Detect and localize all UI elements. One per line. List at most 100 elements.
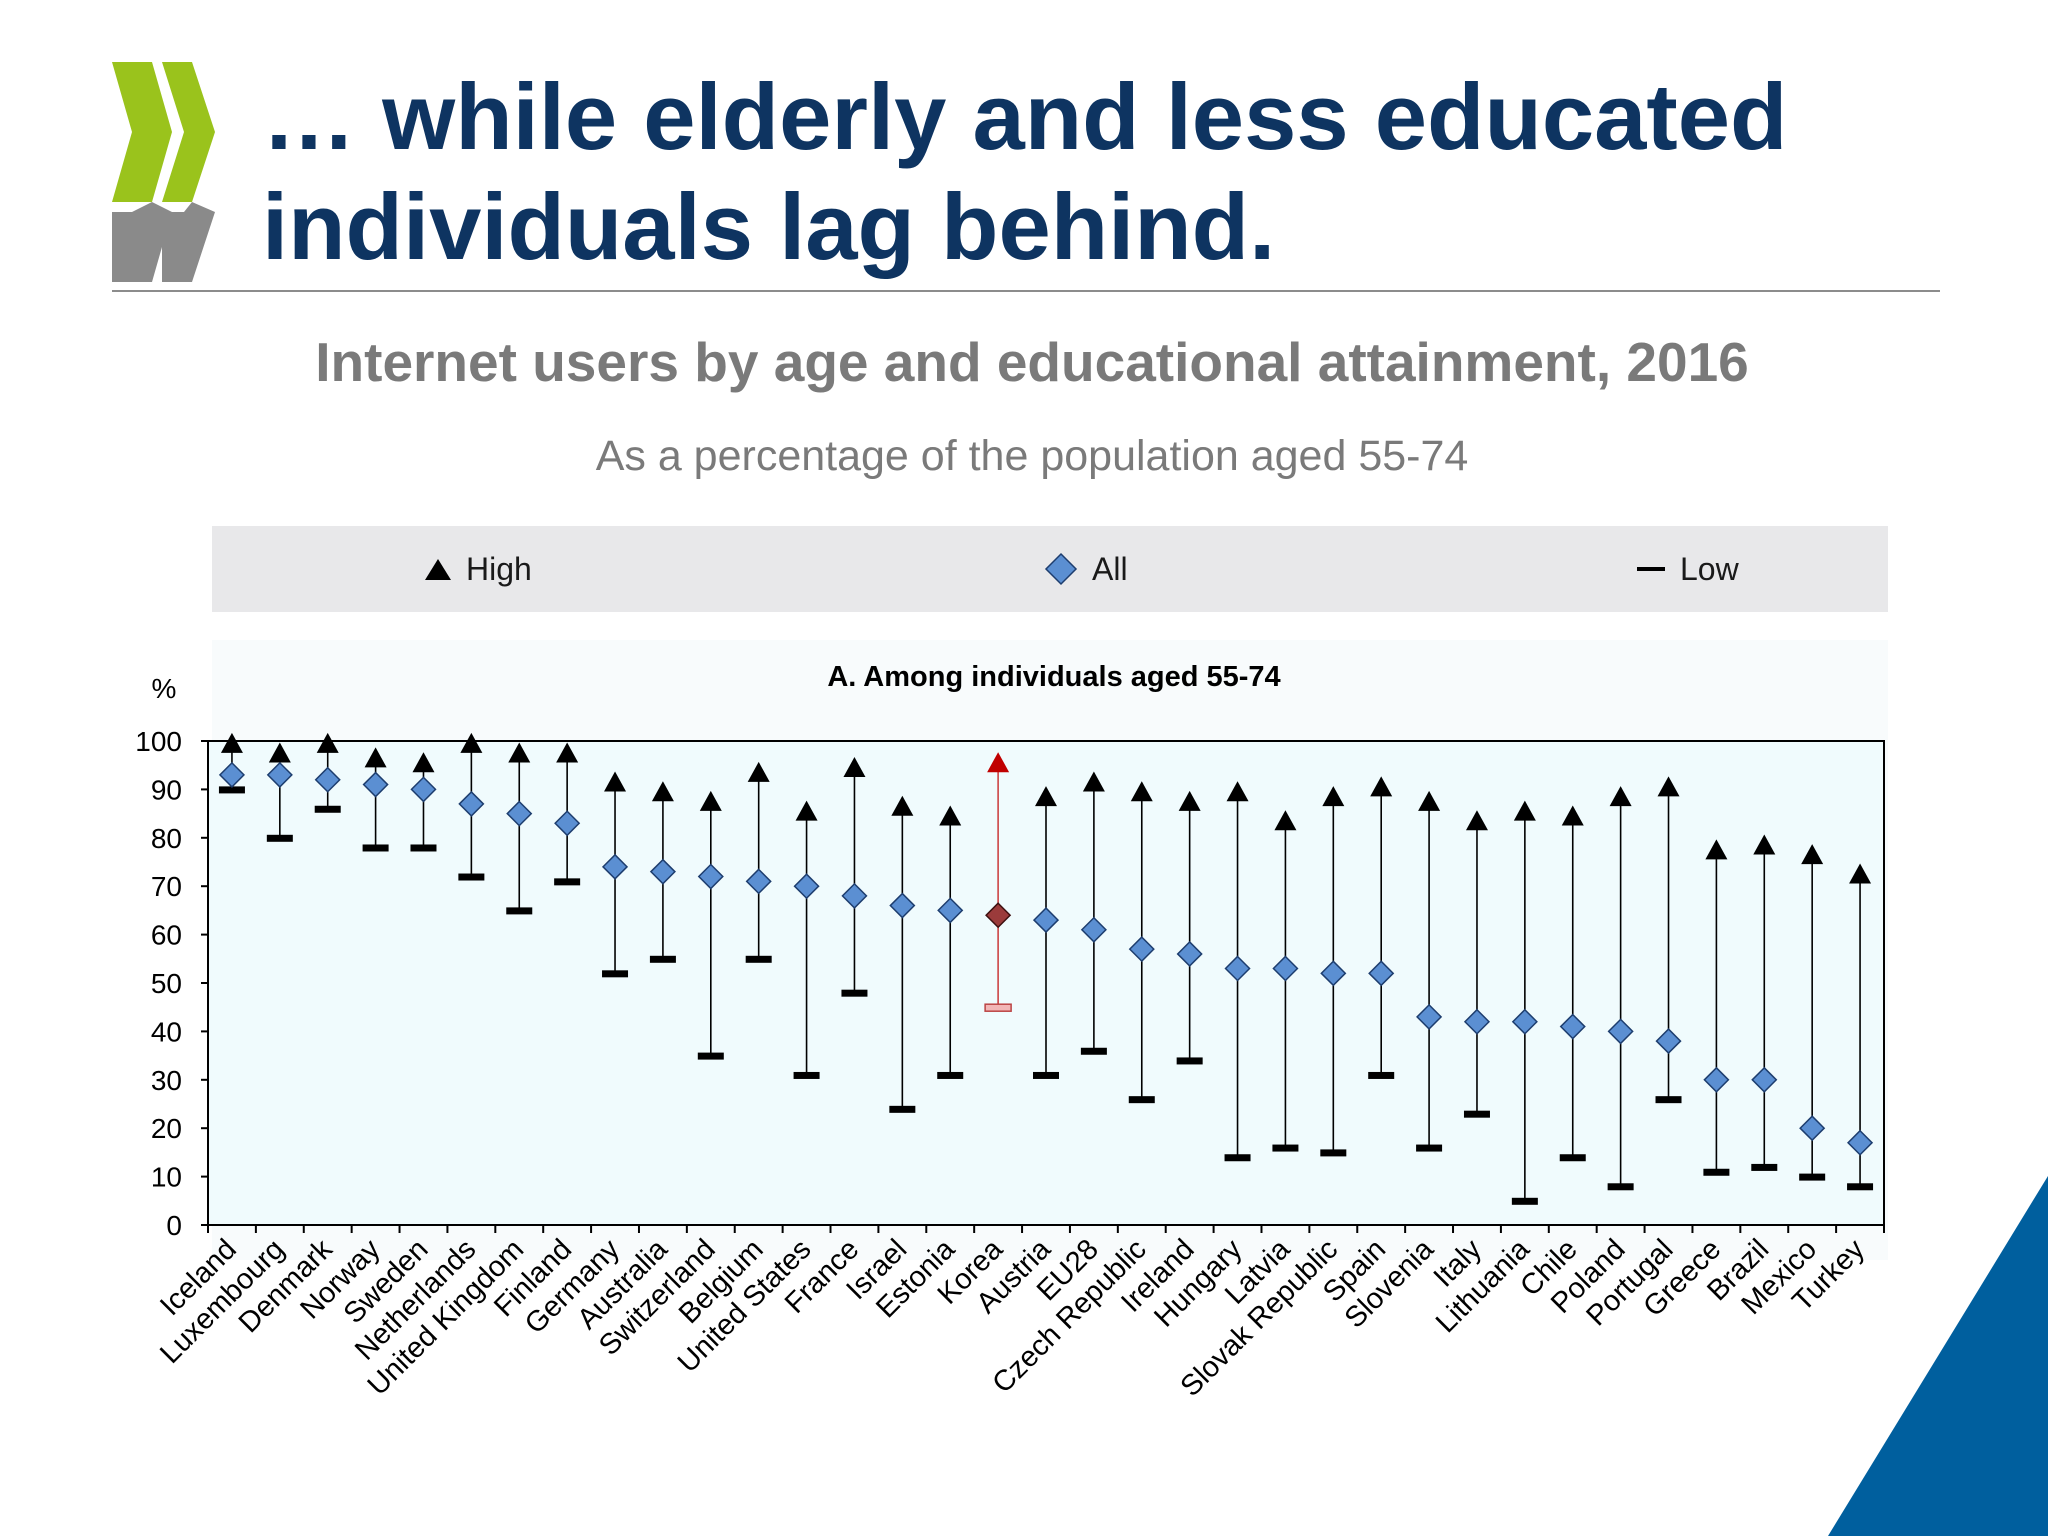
all-marker [506,800,533,827]
logo-grey-chevron-right [162,202,215,282]
y-tick-label: 30 [151,1065,182,1096]
low-marker [1703,1168,1730,1176]
logo-green-chevron-right [162,62,215,202]
y-tick-label: 100 [135,726,182,757]
high-marker [747,761,770,782]
y-tick-label: 40 [151,1016,182,1047]
diamond-icon [1044,552,1078,586]
legend-item-high: High [424,544,532,594]
low-marker [602,970,629,978]
low-marker [1416,1144,1443,1152]
y-tick-label: 90 [151,774,182,805]
y-tick-label: 70 [151,871,182,902]
y-tick-label: 50 [151,968,182,999]
high-marker [316,732,339,753]
high-marker [939,805,962,826]
high-marker [1513,800,1536,821]
all-marker [1032,907,1060,934]
y-tick-label: 20 [151,1113,182,1144]
low-marker [649,955,676,963]
low-marker [1272,1144,1299,1152]
high-marker [843,757,866,778]
all-marker [1368,960,1395,987]
all-marker [1080,916,1107,943]
high-marker [1226,781,1249,802]
low-marker [362,844,389,852]
all-marker [410,776,437,803]
low-marker [1224,1154,1251,1162]
high-marker [220,732,243,753]
all-marker [1176,940,1203,968]
legend-item-all: All [1044,544,1128,594]
all-marker [985,902,1012,929]
all-marker [1655,1028,1682,1055]
all-marker [1320,960,1347,987]
all-marker [745,868,772,895]
title-divider [112,290,1940,292]
high-marker [556,742,579,763]
all-marker [601,853,629,880]
dash-icon [1637,567,1665,571]
all-marker [266,761,293,788]
all-marker [314,766,341,793]
low-marker [458,873,485,881]
low-marker [1559,1154,1586,1162]
high-marker [268,742,291,763]
legend-label-low: Low [1680,550,1739,587]
all-marker [554,810,581,837]
high-marker [1801,844,1824,865]
logo-green-chevron-left [112,62,172,202]
high-marker [1130,781,1153,802]
low-marker [1655,1096,1682,1104]
logo-grey-chevron-left [112,202,172,282]
high-marker [604,771,627,792]
low-marker [1607,1183,1634,1191]
oecd-logo-icon [112,62,215,282]
high-marker [1657,776,1680,797]
all-marker [1607,1018,1634,1045]
all-marker [362,771,389,798]
high-marker [1418,790,1441,811]
low-marker [1176,1057,1203,1065]
all-marker [458,790,485,817]
all-marker [1463,1008,1491,1035]
high-marker [1274,810,1297,831]
high-marker [1082,771,1105,792]
low-marker [697,1052,724,1060]
high-marker [795,800,818,821]
legend: High All Low [212,526,1888,612]
low-marker [937,1071,964,1079]
high-marker [699,790,722,811]
all-marker [1703,1066,1730,1093]
y-tick-label: 60 [151,920,182,951]
low-marker [218,786,245,794]
all-marker [1799,1115,1826,1142]
legend-item-low: Low [1636,544,1739,594]
low-marker [841,989,868,997]
all-marker [889,892,916,919]
all-marker [1272,955,1299,982]
high-marker [1753,834,1776,855]
all-marker [793,873,820,900]
low-marker [1799,1173,1826,1181]
high-marker [1609,786,1632,807]
corner-decoration [1828,1176,2048,1536]
all-marker [937,897,964,924]
chart-subheading: As a percentage of the population aged 5… [595,432,1469,480]
all-marker [1559,1013,1586,1040]
high-marker [1465,810,1488,831]
high-marker [1370,776,1393,797]
low-marker [506,907,533,915]
low-marker [745,955,772,963]
high-marker [1705,839,1728,860]
chart-heading: Internet users by age and educational at… [315,331,1749,393]
low-marker [1320,1149,1347,1157]
y-tick-label: 80 [151,823,182,854]
high-marker [891,795,914,816]
high-marker [987,752,1010,773]
y-tick-label: 10 [151,1162,182,1193]
high-marker [460,732,483,753]
low-marker [314,805,341,813]
legend-label-all: All [1092,550,1128,587]
